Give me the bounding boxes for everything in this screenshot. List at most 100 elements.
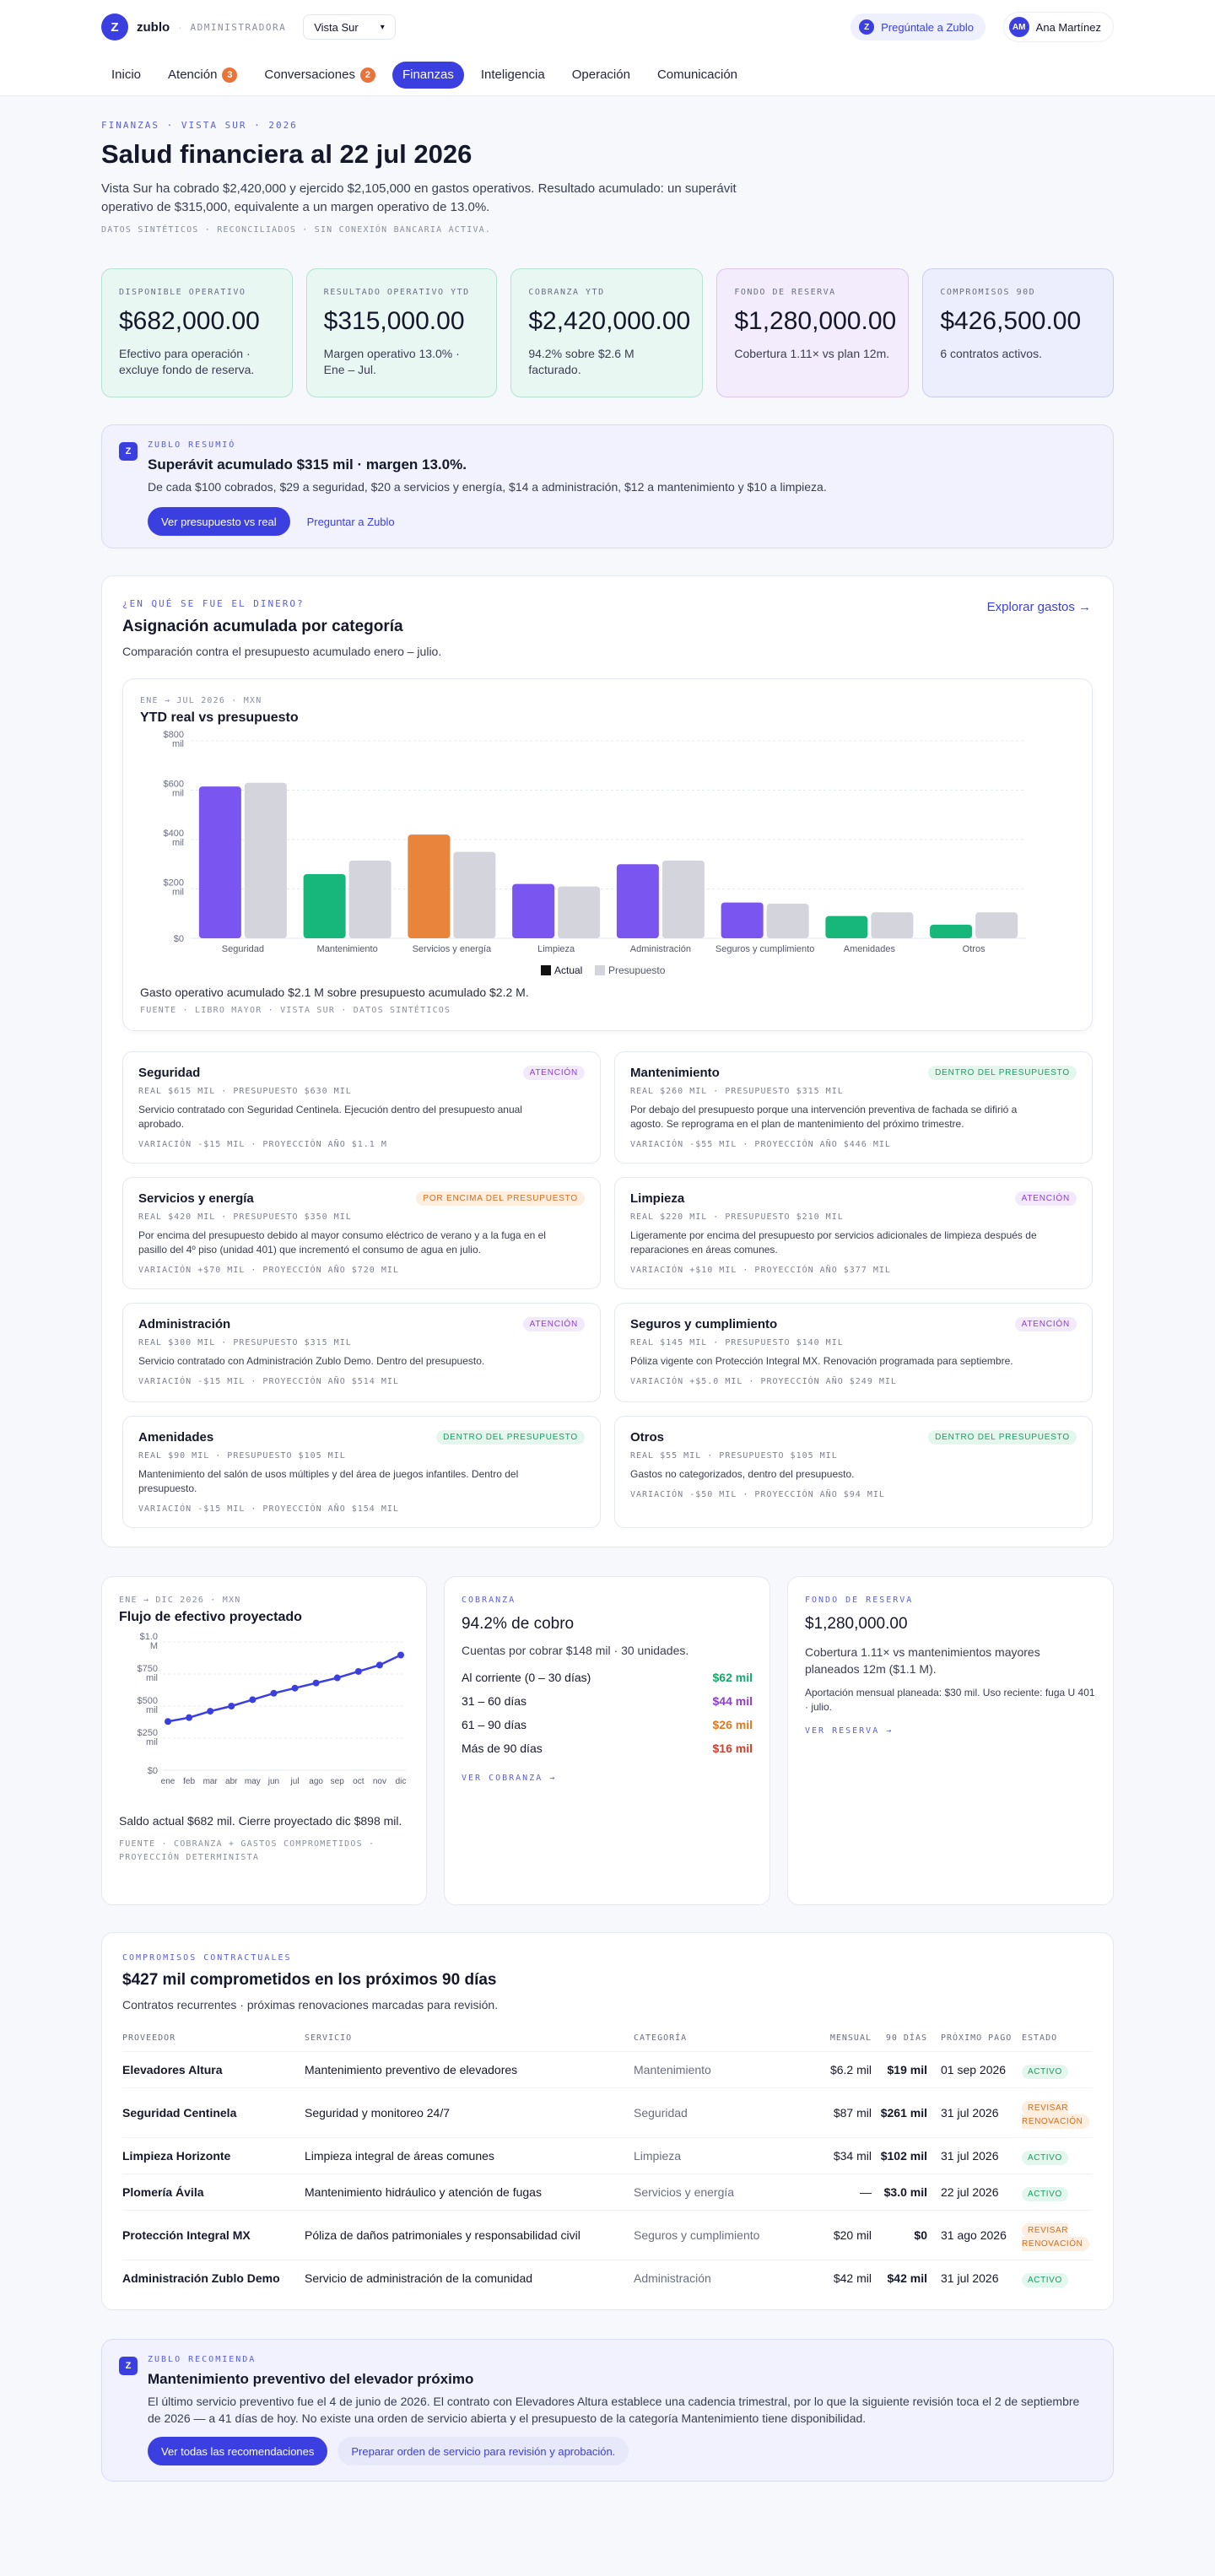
- tab-2[interactable]: Conversaciones 2: [254, 62, 386, 89]
- tab-6[interactable]: Comunicación: [647, 62, 748, 89]
- view-reserve-link[interactable]: VER RESERVA →: [805, 1726, 894, 1736]
- prepare-work-order-button[interactable]: Preparar orden de servicio para revisión…: [338, 2437, 629, 2465]
- category-name: Seguridad: [138, 1066, 201, 1080]
- collection-sub: Cuentas por cobrar $148 mil · 30 unidade…: [462, 1644, 689, 1657]
- category-card[interactable]: Limpieza ATENCIÓN REAL $220 MIL · PRESUPUE…: [614, 1177, 1093, 1289]
- tab-5[interactable]: Operación: [562, 62, 640, 89]
- category-meta: REAL $300 MIL · PRESUPUESTO $315 MIL: [138, 1338, 352, 1347]
- data-point[interactable]: [291, 1684, 299, 1692]
- data-point[interactable]: [270, 1689, 278, 1697]
- table-row[interactable]: Limpieza Horizonte Limpieza integral de á…: [122, 2137, 1093, 2174]
- cell-monthly: $34 mil: [799, 2137, 872, 2174]
- category-desc: Póliza vigente con Protección Integral M…: [630, 1355, 1013, 1367]
- category-variance: VARIACIÓN -$55 MIL · PROYECCIÓN AÑO $446…: [630, 1140, 891, 1149]
- category-card[interactable]: Seguros y cumplimiento ATENCIÓN REAL $145 …: [614, 1303, 1093, 1402]
- category-card[interactable]: Administración ATENCIÓN REAL $300 MIL · PR…: [122, 1303, 601, 1402]
- budget-vs-actual-button[interactable]: Ver presupuesto vs real: [148, 507, 290, 536]
- bar-actual[interactable]: [512, 883, 555, 938]
- main-nav: Inicio Atención 3 Conversaciones 2 Finanzas In…: [0, 54, 1215, 96]
- data-note: DATOS SINTÉTICOS · RECONCILIADOS · SIN C…: [101, 225, 492, 235]
- data-point[interactable]: [354, 1667, 362, 1675]
- tab-0[interactable]: Inicio: [101, 62, 151, 89]
- bar-budget[interactable]: [348, 860, 392, 938]
- status-badge: ATENCIÓN: [522, 1066, 585, 1080]
- tab-4[interactable]: Inteligencia: [471, 62, 555, 89]
- status-badge: POR ENCIMA DEL PRESUPUESTO: [416, 1191, 585, 1206]
- zublo-logo[interactable]: Z: [101, 14, 128, 41]
- tab-label: Conversaciones: [264, 68, 355, 82]
- category-variance: VARIACIÓN -$15 MIL · PROYECCIÓN AÑO $1.1…: [138, 1140, 387, 1149]
- bar-budget[interactable]: [558, 886, 601, 938]
- tab-1[interactable]: Atención 3: [158, 62, 247, 89]
- status-badge: REVISAR RENOVACIÓN: [1022, 2223, 1089, 2251]
- data-point[interactable]: [333, 1674, 341, 1682]
- cell-service: Limpieza integral de áreas comunes: [305, 2137, 634, 2174]
- cashflow-source: FUENTE · COBRANZA + GASTOS COMPROMETIDOS…: [119, 1839, 375, 1862]
- category-card[interactable]: Otros DENTRO DEL PRESUPUESTO REAL $55 MIL …: [614, 1416, 1093, 1528]
- cell-category: Servicios y energía: [634, 2174, 799, 2211]
- bar-actual[interactable]: [825, 915, 868, 938]
- kpi-label: DISPONIBLE OPERATIVO: [119, 288, 246, 297]
- category-card[interactable]: Servicios y energía POR ENCIMA DEL PRESUP…: [122, 1177, 601, 1289]
- cell-category: Seguridad: [634, 2087, 799, 2138]
- kpi-card[interactable]: COBRANZA YTD $2,420,000.00 94.2% sobre $2.…: [510, 268, 704, 397]
- y-tick-label: $500: [138, 1696, 158, 1706]
- bar-actual[interactable]: [721, 902, 764, 938]
- data-point[interactable]: [165, 1718, 171, 1725]
- bar-budget[interactable]: [766, 904, 809, 938]
- chart-caption: Gasto operativo acumulado $2.1 M sobre p…: [140, 986, 529, 999]
- ask-zublo-button[interactable]: Z Pregúntale a Zublo: [850, 14, 986, 41]
- data-point[interactable]: [249, 1696, 256, 1704]
- legend-actual[interactable]: Actual: [554, 964, 582, 975]
- kpi-card[interactable]: FONDO DE RESERVA $1,280,000.00 Cobertura 1…: [716, 268, 910, 397]
- data-point[interactable]: [397, 1651, 404, 1659]
- cell-monthly: $6.2 mil: [799, 2051, 872, 2088]
- table-row[interactable]: Administración Zublo Demo Servicio de adm…: [122, 2260, 1093, 2296]
- data-point[interactable]: [186, 1714, 193, 1721]
- bar-actual[interactable]: [303, 873, 346, 938]
- cell-provider: Plomería Ávila: [122, 2174, 305, 2211]
- y-tick-label: $800: [164, 731, 184, 740]
- data-point[interactable]: [375, 1661, 383, 1669]
- data-point[interactable]: [228, 1703, 235, 1709]
- bar-actual[interactable]: [616, 864, 659, 938]
- view-collection-link[interactable]: VER COBRANZA →: [462, 1774, 557, 1783]
- y-tick-label: $750: [138, 1664, 158, 1674]
- ask-zublo-link[interactable]: Preguntar a Zublo: [306, 515, 395, 528]
- cell-status: ACTIVO: [1022, 2260, 1093, 2296]
- cell-provider: Protección Integral MX: [122, 2210, 305, 2260]
- category-card[interactable]: Mantenimiento DENTRO DEL PRESUPUESTO REAL …: [614, 1051, 1093, 1164]
- table-row[interactable]: Seguridad Centinela Seguridad y monitoreo…: [122, 2087, 1093, 2138]
- cashflow-card: ENE → DIC 2026 · MXN Flujo de efectivo p…: [101, 1576, 427, 1905]
- bar-actual[interactable]: [408, 834, 451, 938]
- bar-actual[interactable]: [930, 924, 973, 938]
- x-tick-label: nov: [373, 1777, 386, 1786]
- bar-budget[interactable]: [662, 860, 705, 938]
- bar-budget[interactable]: [871, 912, 914, 938]
- table-row[interactable]: Protección Integral MX Póliza de daños pa…: [122, 2210, 1093, 2260]
- bar-budget[interactable]: [244, 782, 287, 938]
- tab-3[interactable]: Finanzas: [392, 61, 464, 89]
- table-row[interactable]: Elevadores Altura Mantenimiento preventiv…: [122, 2051, 1093, 2088]
- kpi-card[interactable]: COMPROMISOS 90D $426,500.00 6 contratos ac…: [922, 268, 1115, 397]
- table-row[interactable]: Plomería Ávila Mantenimiento hidráulico y…: [122, 2174, 1093, 2211]
- brand-name: zublo: [137, 19, 170, 35]
- category-card[interactable]: Amenidades DENTRO DEL PRESUPUESTO REAL $90…: [122, 1416, 601, 1528]
- category-variance: VARIACIÓN +$5.0 MIL · PROYECCIÓN AÑO $24…: [630, 1377, 897, 1386]
- bar-actual[interactable]: [198, 786, 241, 938]
- explore-expenses-link[interactable]: Explorar gastos →: [986, 600, 1091, 614]
- kpi-card[interactable]: DISPONIBLE OPERATIVO $682,000.00 Efectivo …: [101, 268, 293, 397]
- user-menu[interactable]: AM Ana Martínez: [1002, 12, 1114, 42]
- all-recommendations-button[interactable]: Ver todas las recomendaciones: [148, 2437, 328, 2465]
- property-select[interactable]: Vista Sur ▾: [303, 14, 396, 40]
- bar-budget[interactable]: [453, 851, 496, 938]
- kpi-card[interactable]: RESULTADO OPERATIVO YTD $315,000.00 Margen…: [305, 268, 498, 397]
- category-card[interactable]: Seguridad ATENCIÓN REAL $615 MIL · PRESUPU…: [122, 1051, 601, 1164]
- cashflow-caption: Saldo actual $682 mil. Cierre proyectado…: [119, 1814, 402, 1828]
- aging-label: 61 – 90 días: [462, 1718, 527, 1731]
- data-point[interactable]: [312, 1679, 320, 1687]
- data-point[interactable]: [207, 1708, 214, 1715]
- bar-budget[interactable]: [975, 912, 1018, 938]
- legend-budget[interactable]: Presupuesto: [608, 964, 666, 975]
- allocation-subtitle: Comparación contra el presupuesto acumul…: [122, 645, 442, 658]
